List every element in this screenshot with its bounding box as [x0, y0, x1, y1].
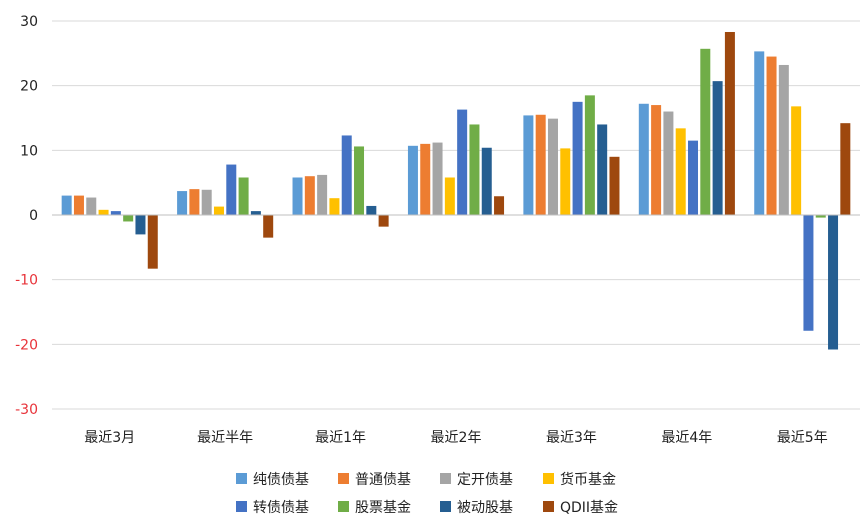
bar-最近半年-货币基金 — [213, 206, 224, 215]
bar-最近3年-QDII基金 — [609, 156, 620, 215]
bar-最近半年-股票基金 — [238, 177, 249, 215]
bar-最近3年-股票基金 — [584, 95, 595, 215]
y-tick-label: 30 — [20, 14, 38, 30]
bars — [61, 31, 851, 350]
x-category-label: 最近半年 — [197, 430, 253, 446]
legend-swatch — [440, 501, 451, 512]
bar-最近3年-定开债基 — [547, 118, 558, 215]
bar-最近1年-被动股基 — [366, 205, 377, 215]
bar-最近4年-普通债基 — [651, 105, 662, 215]
bar-最近3月-普通债基 — [73, 195, 84, 215]
legend-label: 货币基金 — [560, 471, 616, 488]
bar-最近5年-货币基金 — [791, 106, 802, 215]
x-category-label: 最近2年 — [431, 430, 482, 446]
bar-最近半年-普通债基 — [189, 189, 200, 215]
bar-最近3月-股票基金 — [123, 215, 134, 222]
legend-label: 转债债基 — [253, 499, 309, 516]
bar-最近4年-定开债基 — [663, 111, 674, 215]
bar-最近4年-纯债债基 — [638, 103, 649, 215]
bar-最近半年-被动股基 — [250, 211, 261, 215]
bar-最近2年-货币基金 — [444, 177, 455, 215]
bar-最近4年-货币基金 — [675, 128, 686, 215]
x-axis-categories: 最近3月 最近半年 最近1年 最近2年 最近3年 最近4年 最近5年 — [84, 430, 827, 446]
bar-最近2年-普通债基 — [420, 143, 431, 215]
legend-label: 股票基金 — [355, 499, 411, 516]
x-category-label: 最近3年 — [546, 430, 597, 446]
bar-最近3月-转债债基 — [110, 211, 121, 215]
bar-最近1年-QDII基金 — [378, 215, 389, 227]
bar-最近半年-QDII基金 — [263, 215, 274, 238]
x-category-label: 最近4年 — [661, 430, 712, 446]
bar-最近3月-被动股基 — [135, 215, 146, 235]
bar-最近3年-货币基金 — [560, 148, 571, 215]
bar-最近1年-转债债基 — [341, 135, 352, 215]
x-category-label: 最近3月 — [84, 430, 135, 446]
bar-最近2年-QDII基金 — [494, 196, 505, 215]
x-category-label: 最近5年 — [777, 430, 828, 446]
y-tick-label: -30 — [15, 402, 38, 418]
bar-最近1年-货币基金 — [329, 198, 340, 215]
legend-swatch — [543, 501, 554, 512]
bar-最近半年-定开债基 — [201, 189, 212, 215]
x-category-label: 最近1年 — [315, 430, 366, 446]
y-tick-label: -20 — [15, 337, 38, 353]
bar-最近5年-纯债债基 — [754, 51, 765, 215]
bar-最近2年-纯债债基 — [407, 145, 418, 215]
bar-最近3月-纯债债基 — [61, 195, 72, 215]
bar-最近5年-股票基金 — [815, 215, 826, 218]
legend-label: QDII基金 — [560, 499, 618, 516]
y-tick-label: 10 — [20, 143, 38, 159]
bar-最近1年-股票基金 — [354, 146, 365, 215]
bar-最近5年-被动股基 — [828, 215, 839, 350]
bar-最近5年-转债债基 — [803, 215, 814, 331]
legend-label: 定开债基 — [457, 471, 513, 488]
bar-最近2年-被动股基 — [481, 147, 492, 215]
gridlines — [52, 20, 860, 410]
y-tick-label: 20 — [20, 79, 38, 95]
legend-swatch — [236, 501, 247, 512]
bar-最近3月-货币基金 — [98, 209, 109, 215]
legend-swatch — [236, 473, 247, 484]
legend-label: 纯债债基 — [253, 471, 309, 488]
bar-最近5年-普通债基 — [766, 56, 777, 215]
bar-最近1年-普通债基 — [304, 176, 315, 215]
legend-swatch — [338, 473, 349, 484]
bar-最近1年-定开债基 — [317, 174, 328, 215]
y-tick-label: 0 — [29, 208, 38, 224]
bar-最近4年-QDII基金 — [724, 31, 735, 216]
bar-最近3年-转债债基 — [572, 101, 583, 215]
bar-最近3年-被动股基 — [597, 124, 608, 215]
bar-最近2年-股票基金 — [469, 124, 480, 215]
bar-最近3月-QDII基金 — [147, 215, 158, 269]
bar-最近4年-股票基金 — [700, 48, 711, 215]
bar-最近1年-纯债债基 — [292, 177, 303, 215]
bar-最近2年-定开债基 — [432, 142, 443, 215]
bar-最近半年-转债债基 — [226, 164, 237, 215]
bar-最近4年-被动股基 — [712, 81, 723, 215]
bar-最近3月-定开债基 — [86, 197, 97, 215]
bar-最近半年-纯债债基 — [177, 191, 188, 215]
legend-label: 被动股基 — [457, 499, 513, 516]
bar-最近3年-普通债基 — [535, 114, 546, 215]
legend-swatch — [543, 473, 554, 484]
legend-swatch — [440, 473, 451, 484]
bar-最近5年-QDII基金 — [840, 123, 851, 215]
bar-最近2年-转债债基 — [457, 109, 468, 215]
y-tick-label: -10 — [15, 273, 38, 289]
legend-label: 普通债基 — [355, 471, 411, 488]
bar-最近4年-转债债基 — [688, 140, 699, 215]
y-axis-ticks: 30 20 10 0 -10 -20 -30 — [15, 14, 38, 418]
bar-最近5年-定开债基 — [778, 64, 789, 216]
legend-swatch — [338, 501, 349, 512]
bar-最近3年-纯债债基 — [523, 115, 534, 215]
